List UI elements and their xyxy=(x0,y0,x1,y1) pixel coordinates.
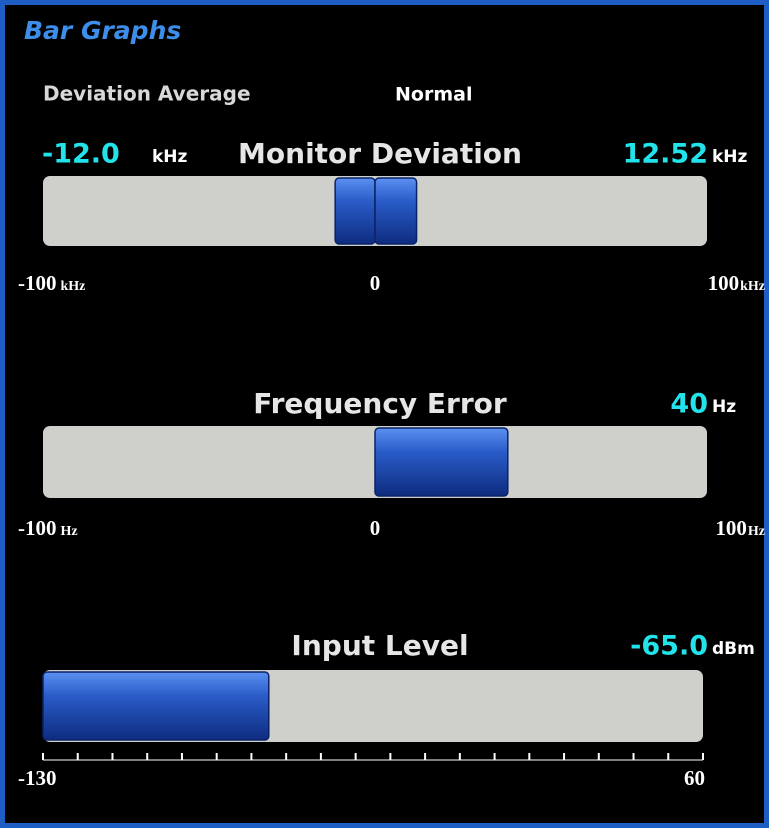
scale-min-label: -100 xyxy=(18,516,57,540)
scale-max-label: 100 xyxy=(715,516,747,540)
readout-unit: Hz xyxy=(712,397,736,417)
scale-max-label: 60 xyxy=(684,766,705,790)
readout-unit: kHz xyxy=(712,147,748,167)
scale-max-unit: Hz xyxy=(748,524,765,539)
scale-min-label: -130 xyxy=(18,766,57,790)
scale-center-label: 0 xyxy=(370,271,381,295)
scale-max-label: 100 xyxy=(708,271,740,295)
scale-center-label: 0 xyxy=(370,516,381,540)
scale-min-label: -100 xyxy=(18,271,57,295)
readout-value: 40 xyxy=(670,389,708,420)
gauge-bar xyxy=(374,177,418,245)
readout-value: -12.0 xyxy=(42,139,120,170)
gauge-bar xyxy=(374,427,509,497)
scale-min-unit: Hz xyxy=(61,524,78,539)
gauge-title: Input Level xyxy=(291,629,468,662)
gauge-bar xyxy=(334,177,376,245)
deviation-average-value: Normal xyxy=(395,84,472,106)
scale-max-unit: kHz xyxy=(740,279,765,294)
scale-min-unit: kHz xyxy=(61,279,86,294)
readout-unit: dBm xyxy=(712,639,755,659)
readout-value: -65.0 xyxy=(630,631,708,662)
gauge-title: Frequency Error xyxy=(253,387,507,420)
readout-value: 12.52 xyxy=(623,139,708,170)
readout-unit: kHz xyxy=(152,147,188,167)
deviation-average-label: Deviation Average xyxy=(43,82,251,106)
panel-title: Bar Graphs xyxy=(24,16,181,45)
gauge-bar xyxy=(42,671,270,741)
gauge-title: Monitor Deviation xyxy=(238,137,522,170)
